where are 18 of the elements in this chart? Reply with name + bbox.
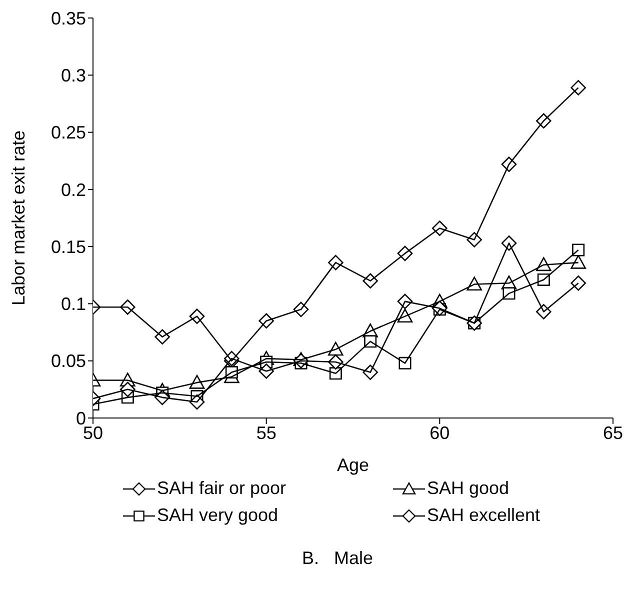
y-tick-label: 0.3 — [60, 66, 86, 86]
y-tick-label: 0.2 — [60, 180, 86, 200]
y-tick-label: 0.05 — [50, 351, 86, 372]
legend-label: SAH very good — [157, 505, 278, 526]
x-tick-label: 55 — [256, 422, 276, 443]
x-tick-label: 60 — [430, 422, 450, 443]
x-axis-title: Age — [336, 455, 370, 475]
legend-label: SAH excellent — [427, 505, 540, 526]
text: B. Male — [300, 548, 374, 569]
y-tick-label: 0.1 — [60, 294, 86, 314]
y-axis-title: Labor market exit rate — [8, 130, 28, 306]
y-tick-label: 0.35 — [50, 8, 86, 28]
y-tick-label: 0.15 — [50, 236, 86, 257]
legend-label: SAH fair or poor — [157, 478, 286, 499]
legend-label: SAH good — [427, 478, 510, 499]
y-tick-label: 0.25 — [50, 122, 86, 143]
x-tick-label: 50 — [82, 422, 104, 443]
x-tick-label: 65 — [602, 422, 624, 443]
